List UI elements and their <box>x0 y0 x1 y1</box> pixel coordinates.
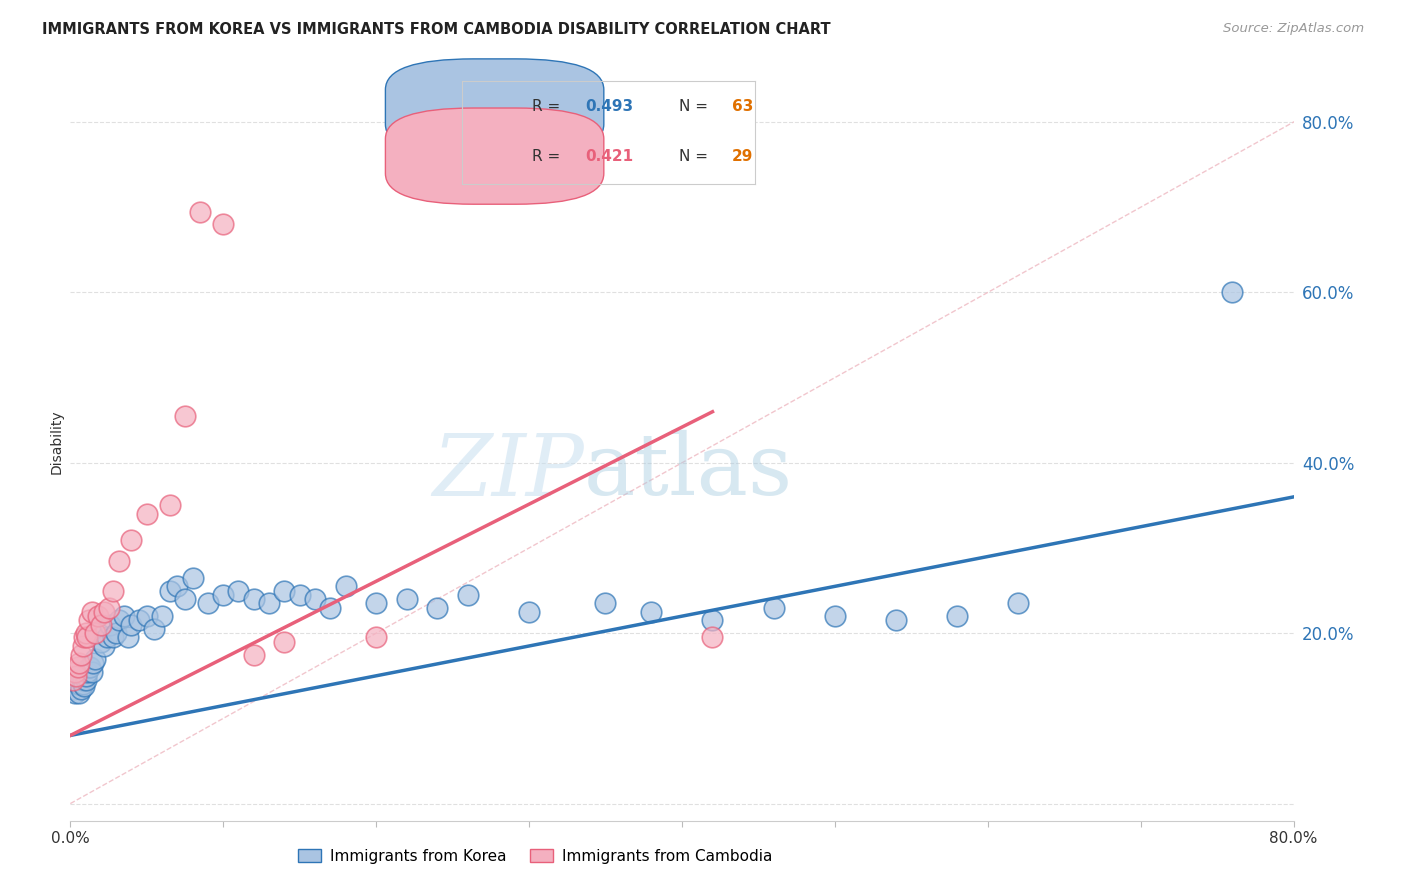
Point <box>884 614 907 628</box>
Point <box>87 626 110 640</box>
Point <box>70 681 93 696</box>
Point <box>159 583 181 598</box>
Point <box>105 626 128 640</box>
Point <box>517 605 540 619</box>
Point <box>79 660 101 674</box>
Point <box>73 631 96 645</box>
Point <box>640 605 662 619</box>
Point <box>188 204 211 219</box>
Point <box>97 600 120 615</box>
Text: Source: ZipAtlas.com: Source: ZipAtlas.com <box>1223 22 1364 36</box>
Point <box>72 639 94 653</box>
Point <box>69 686 91 700</box>
Point <box>70 648 93 662</box>
Point <box>65 673 87 687</box>
Point <box>121 617 143 632</box>
Point <box>112 609 135 624</box>
Point <box>243 592 266 607</box>
Point <box>90 617 112 632</box>
Point <box>65 669 87 683</box>
Point <box>212 217 235 231</box>
Point <box>197 596 219 610</box>
Point <box>62 681 84 696</box>
Point <box>273 634 295 648</box>
Point <box>96 631 118 645</box>
Point <box>75 669 97 683</box>
Point <box>273 583 295 598</box>
Point <box>174 592 197 607</box>
Text: IMMIGRANTS FROM KOREA VS IMMIGRANTS FROM CAMBODIA DISABILITY CORRELATION CHART: IMMIGRANTS FROM KOREA VS IMMIGRANTS FROM… <box>42 22 831 37</box>
Point <box>117 631 139 645</box>
Point <box>228 583 250 598</box>
Point <box>150 609 173 624</box>
Point <box>80 665 103 679</box>
Point <box>76 631 98 645</box>
Point <box>135 507 157 521</box>
Y-axis label: Disability: Disability <box>49 409 63 474</box>
Point <box>101 583 124 598</box>
Point <box>288 588 311 602</box>
Point <box>72 677 94 691</box>
Point <box>159 499 181 513</box>
Point <box>77 660 100 674</box>
Legend: Immigrants from Korea, Immigrants from Cambodia: Immigrants from Korea, Immigrants from C… <box>292 843 778 870</box>
Point <box>319 600 342 615</box>
Point <box>69 656 91 670</box>
Point <box>824 609 846 624</box>
Point <box>243 648 266 662</box>
Point <box>75 626 97 640</box>
Point <box>304 592 326 607</box>
Point <box>80 605 103 619</box>
Point <box>62 673 84 687</box>
Point <box>174 409 197 423</box>
Point <box>69 677 91 691</box>
Point <box>77 614 100 628</box>
Point <box>135 609 157 624</box>
Text: atlas: atlas <box>583 430 793 514</box>
Point <box>257 596 280 610</box>
Point <box>98 617 121 632</box>
Point <box>702 631 724 645</box>
Point <box>66 660 89 674</box>
Point <box>73 679 96 693</box>
Point <box>946 609 969 624</box>
Point <box>1007 596 1029 610</box>
Point <box>101 631 124 645</box>
Point <box>762 600 785 615</box>
Point <box>63 665 86 679</box>
Point <box>426 600 449 615</box>
Point <box>457 588 479 602</box>
Point <box>66 677 89 691</box>
Point <box>70 669 93 683</box>
Point <box>108 614 131 628</box>
Point <box>121 533 143 547</box>
Point <box>87 609 110 624</box>
Point <box>395 592 418 607</box>
Point <box>83 652 105 666</box>
Point <box>93 605 115 619</box>
Point <box>90 634 112 648</box>
Point <box>595 596 617 610</box>
Point <box>128 614 150 628</box>
Point <box>108 554 131 568</box>
Point <box>82 656 104 670</box>
Point <box>366 631 388 645</box>
Point <box>72 673 94 687</box>
Point <box>366 596 388 610</box>
Point <box>212 588 235 602</box>
Point <box>76 665 98 679</box>
Point <box>1220 285 1243 300</box>
Point <box>75 673 97 687</box>
Point <box>66 673 89 687</box>
Point <box>181 571 204 585</box>
Point <box>143 622 166 636</box>
Point <box>702 614 724 628</box>
Point <box>63 686 86 700</box>
Point <box>93 639 115 653</box>
Point <box>83 626 105 640</box>
Text: ZIP: ZIP <box>432 431 583 513</box>
Point <box>166 579 188 593</box>
Point <box>335 579 357 593</box>
